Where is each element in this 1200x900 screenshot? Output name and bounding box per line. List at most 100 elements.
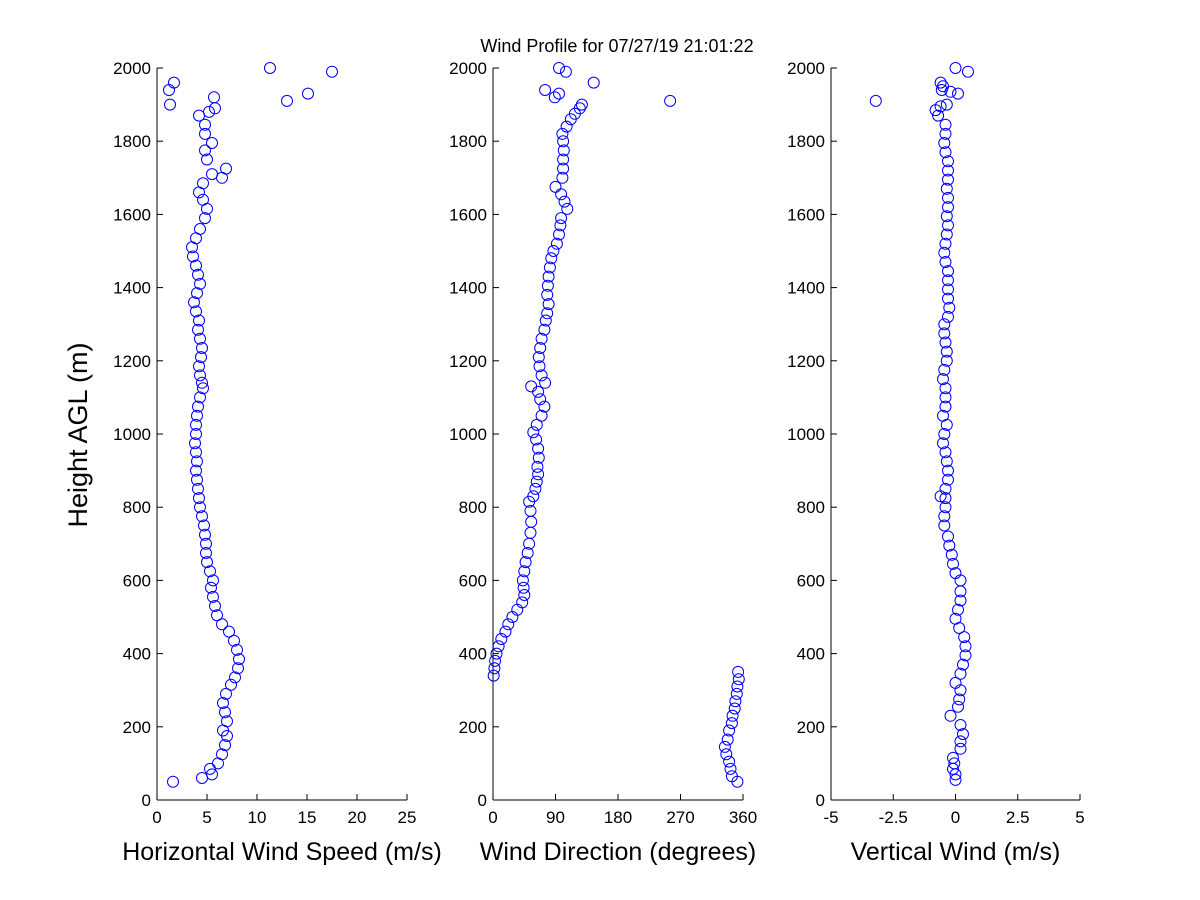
data-point <box>939 146 952 159</box>
x-tick-label: 15 <box>298 808 317 827</box>
data-point <box>191 409 203 422</box>
data-point <box>557 135 570 148</box>
data-point <box>201 556 213 569</box>
y-tick-label: 1400 <box>449 279 487 298</box>
data-point <box>553 228 565 241</box>
data-point <box>211 609 223 622</box>
data-point <box>532 385 545 398</box>
data-point <box>196 376 208 389</box>
data-point <box>556 171 569 184</box>
data-point <box>940 98 953 111</box>
data-point <box>527 490 540 503</box>
data-point <box>560 120 573 133</box>
data-point <box>939 127 952 140</box>
data-point <box>724 762 737 775</box>
x-tick-label: 270 <box>666 808 694 827</box>
data-point <box>231 643 243 656</box>
data-point <box>723 724 736 737</box>
data-point <box>533 360 546 373</box>
data-point <box>223 625 235 638</box>
data-point <box>726 709 739 722</box>
data-point <box>487 669 500 682</box>
data-point <box>191 455 203 468</box>
data-point <box>947 557 959 570</box>
y-tick-label: 1200 <box>113 352 151 371</box>
data-point <box>302 87 314 100</box>
data-point <box>720 748 733 761</box>
panel-vertical-wind: 0 200 400 600 800 1000 1200 1400 1600 1800 2000 -5 -… <box>787 59 1085 866</box>
data-point <box>519 556 532 569</box>
data-point <box>942 274 954 287</box>
data-point <box>534 393 547 406</box>
data-point <box>193 492 205 505</box>
data-point <box>197 177 209 190</box>
data-point <box>939 391 952 404</box>
data-point <box>199 118 211 131</box>
data-point <box>940 182 953 195</box>
data-point <box>538 323 551 336</box>
data-point <box>664 94 677 107</box>
data-point <box>949 612 962 625</box>
data-point <box>952 603 964 616</box>
data-point <box>535 409 548 422</box>
y-tick-label: 800 <box>459 498 487 517</box>
x-tick-label: -5 <box>823 808 838 827</box>
data-point <box>539 84 552 96</box>
x-tick-label: 0 <box>152 808 161 827</box>
data-point <box>954 574 967 587</box>
data-point <box>529 482 542 495</box>
data-point <box>938 137 951 149</box>
data-point <box>949 773 962 786</box>
data-point <box>203 105 215 118</box>
data-point <box>530 433 543 446</box>
data-point <box>954 719 967 731</box>
data-point <box>489 654 502 667</box>
data-point <box>555 212 568 225</box>
data-point <box>531 460 544 473</box>
data-point <box>197 382 209 395</box>
data-point <box>939 237 952 250</box>
data-point <box>557 144 570 157</box>
data-point <box>954 735 967 748</box>
data-point <box>542 298 555 311</box>
data-point <box>942 173 954 186</box>
data-point <box>532 351 545 364</box>
data-point <box>557 162 570 175</box>
data-point <box>538 400 551 413</box>
data-point <box>190 428 202 440</box>
data-point <box>942 164 954 177</box>
data-point <box>550 237 563 250</box>
data-point <box>942 191 954 204</box>
y-tick-label: 1200 <box>449 352 487 371</box>
data-point <box>939 256 952 268</box>
data-point <box>730 687 743 700</box>
data-point <box>938 510 951 523</box>
data-point <box>492 640 505 653</box>
data-point <box>217 697 229 709</box>
data-point <box>943 301 956 314</box>
y-tick-label: 1800 <box>787 132 825 151</box>
data-point <box>942 292 954 305</box>
data-point <box>935 84 948 96</box>
data-point <box>164 98 176 111</box>
data-point <box>549 180 562 193</box>
data-point <box>220 687 232 700</box>
y-tick-label: 600 <box>797 571 825 590</box>
data-point <box>942 473 954 486</box>
data-point <box>723 755 736 768</box>
data-point <box>554 219 567 232</box>
data-point <box>547 245 560 257</box>
data-point <box>194 369 206 382</box>
data-point <box>204 762 216 775</box>
data-point <box>264 62 276 74</box>
data-point <box>939 446 952 459</box>
y-tick-label: 600 <box>459 571 487 590</box>
data-point <box>534 342 547 354</box>
data-point <box>942 283 954 296</box>
data-point <box>948 757 961 770</box>
data-point <box>957 658 969 671</box>
y-tick-label: 800 <box>123 498 151 517</box>
data-point <box>190 446 202 459</box>
data-point <box>553 87 565 100</box>
data-point <box>938 327 951 340</box>
